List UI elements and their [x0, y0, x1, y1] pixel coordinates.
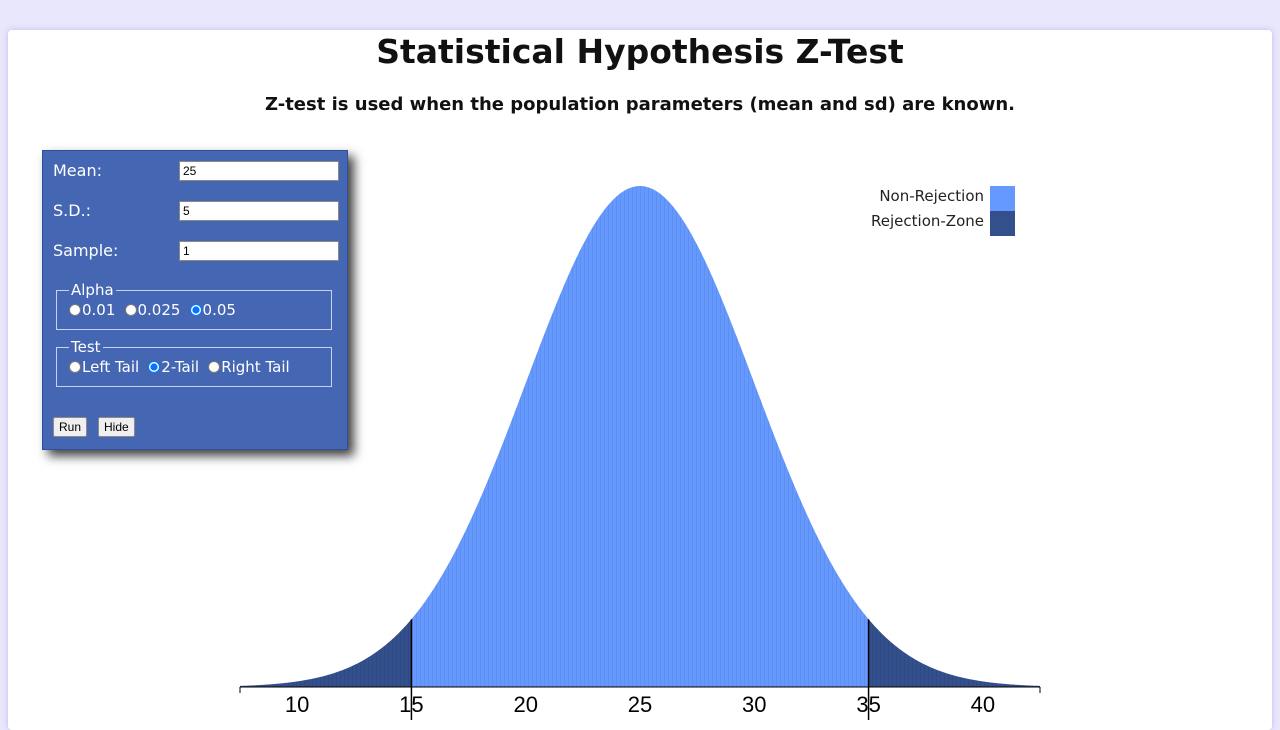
test-fieldset: Test Left Tail 2-Tail Right Tail: [56, 339, 332, 387]
test-radio-left-tail[interactable]: [69, 361, 81, 373]
test-radio-right-tail[interactable]: [208, 361, 221, 373]
x-tick-label-25: 25: [628, 692, 652, 717]
legend-label-0: Non-Rejection: [879, 187, 984, 205]
x-tick-label-30: 30: [742, 692, 766, 717]
alpha-fieldset: Alpha 0.01 0.025 0.05: [56, 282, 332, 330]
run-button[interactable]: Run: [53, 417, 88, 437]
hide-button[interactable]: Hide: [98, 417, 135, 437]
test-radio-2-tail[interactable]: [148, 361, 161, 373]
mean-label: Mean:: [53, 161, 102, 180]
test-legend: Test: [71, 338, 101, 356]
legend-swatch-1: [990, 211, 1015, 236]
x-tick-label-20: 20: [513, 692, 537, 717]
test-option-left-tail[interactable]: Left Tail: [69, 358, 139, 376]
legend-label-1: Rejection-Zone: [871, 212, 984, 230]
x-tick-label-15: 15: [399, 692, 423, 717]
test-option-2-tail[interactable]: 2-Tail: [148, 358, 199, 376]
sd-label: S.D.:: [53, 201, 92, 220]
x-tick-label-35: 35: [856, 692, 880, 717]
alpha-option-0.05[interactable]: 0.05: [189, 301, 236, 319]
rejection-zone-right-texture: [868, 619, 1040, 687]
legend-swatch-0: [990, 186, 1015, 211]
alpha-radio-0.01[interactable]: [69, 304, 81, 316]
alpha-legend: Alpha: [71, 281, 114, 299]
alpha-radio-0.025[interactable]: [124, 304, 137, 316]
alpha-option-0.025[interactable]: 0.025: [124, 301, 180, 319]
rejection-zone-left-texture: [240, 619, 412, 687]
sample-input[interactable]: [179, 241, 339, 261]
mean-input[interactable]: [179, 161, 339, 181]
x-tick-label-10: 10: [285, 692, 309, 717]
x-tick-label-40: 40: [971, 692, 995, 717]
settings-panel: Mean: S.D.: Sample: Alpha 0.01 0.025 0.0…: [42, 150, 348, 450]
non-rejection-region-texture: [411, 186, 869, 687]
sample-label: Sample:: [53, 241, 119, 260]
alpha-radio-0.05[interactable]: [189, 304, 202, 316]
test-option-right-tail[interactable]: Right Tail: [208, 358, 290, 376]
page-title: Statistical Hypothesis Z-Test: [376, 32, 904, 71]
page-subtitle: Z-test is used when the population param…: [265, 94, 1015, 115]
alpha-option-0.01[interactable]: 0.01: [69, 301, 115, 319]
sd-input[interactable]: [179, 201, 339, 221]
